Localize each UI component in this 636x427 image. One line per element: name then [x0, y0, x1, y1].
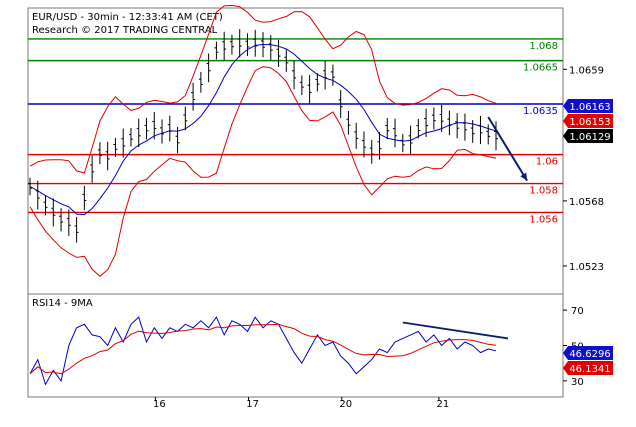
main-plot: 1.068 1.0665 1.0635 1.06 1.058 1.056: [28, 4, 563, 277]
rsi-trendline: [402, 321, 509, 340]
chart-title: EUR/USD - 30min - 12:33:41 AM (CET): [32, 12, 223, 23]
x-tick-label: 20: [339, 399, 352, 410]
price-tag-label: 1.06129: [569, 132, 610, 143]
price-tag: [563, 99, 613, 113]
rsi-value-tag-label: 46.1341: [569, 364, 610, 375]
x-tick-label: 21: [436, 399, 449, 410]
rsi-line: [29, 316, 497, 386]
projection-arrowhead: [520, 172, 528, 181]
rsi-y-tick-label: 70: [571, 306, 584, 317]
rsi-value-tag: [563, 346, 613, 360]
level-label: 1.056: [529, 214, 558, 225]
rsi-value-tag-label: 46.6296: [569, 349, 610, 360]
rsi-plot: [29, 316, 509, 386]
projection-arrow: [487, 116, 528, 182]
axes: 1.0523 1.0568 1.0659 1.06163 1.06153 1.06129 1…: [153, 65, 613, 410]
level-label: 1.0665: [523, 63, 558, 74]
y-tick-label: 1.0568: [569, 197, 604, 208]
price-tag: [563, 114, 613, 128]
rsi-value-tag: [563, 361, 613, 375]
y-tick-label: 1.0659: [569, 65, 604, 76]
x-tick-label: 16: [153, 399, 166, 410]
y-tick-label: 1.0523: [569, 262, 604, 273]
bollinger-upper: [29, 4, 497, 174]
price-tag-label: 1.06163: [569, 102, 610, 113]
chart-subtitle: Research © 2017 TRADING CENTRAL: [32, 25, 218, 36]
x-tick-label: 17: [246, 399, 259, 410]
level-label: 1.058: [529, 186, 558, 197]
level-label: 1.068: [529, 41, 558, 52]
rsi-ma-line: [29, 323, 497, 375]
level-label: 1.0635: [523, 106, 558, 117]
price-tag-label: 1.06153: [569, 117, 610, 128]
rsi-title: RSI14 - 9MA: [32, 298, 93, 309]
level-label: 1.06: [536, 157, 558, 168]
bollinger-lower: [29, 66, 497, 277]
rsi-y-tick-label: 30: [571, 377, 584, 388]
price-tag: [563, 129, 613, 143]
